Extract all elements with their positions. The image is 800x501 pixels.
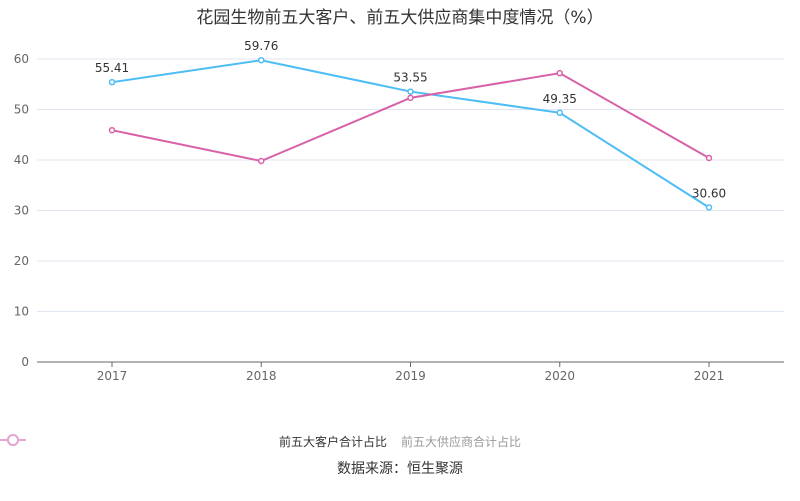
legend-marker-icon xyxy=(0,434,26,446)
series-line-2 xyxy=(111,72,710,163)
y-tick-label: 10 xyxy=(14,305,29,319)
x-tick-label: 2021 xyxy=(694,369,725,383)
y-tick-label: 20 xyxy=(14,254,29,268)
legend-item-2[interactable]: 前五大供应商合计占比 xyxy=(0,433,522,450)
x-tick-label: 2017 xyxy=(97,369,128,383)
data-label: 49.35 xyxy=(543,92,577,106)
data-point xyxy=(556,109,563,117)
legend-item-1[interactable]: 前五大客户合计占比 xyxy=(0,433,387,450)
data-point xyxy=(258,157,265,165)
data-label: 55.41 xyxy=(95,61,129,75)
data-point xyxy=(556,69,563,77)
data-label: 59.76 xyxy=(244,39,278,53)
data-source: 数据来源：恒生聚源 xyxy=(337,461,463,477)
data-point xyxy=(705,154,713,162)
y-tick-label: 30 xyxy=(14,204,29,218)
data-point xyxy=(258,56,265,64)
data-point xyxy=(407,94,414,102)
data-point xyxy=(705,204,713,211)
data-point xyxy=(108,78,116,86)
x-tick-label: 2020 xyxy=(544,369,575,383)
chart-title: 花园生物前五大客户、前五大供应商集中度情况（%） xyxy=(196,8,604,28)
data-point xyxy=(108,126,116,134)
data-label: 30.60 xyxy=(692,186,726,200)
y-tick-label: 0 xyxy=(21,355,29,369)
y-tick-label: 50 xyxy=(14,103,29,117)
legend-label: 前五大客户合计占比 xyxy=(278,435,387,449)
legend-label: 前五大供应商合计占比 xyxy=(401,435,522,449)
x-tick-label: 2018 xyxy=(246,369,277,383)
y-tick-label: 60 xyxy=(14,52,29,66)
legend: 前五大客户合计占比 前五大供应商合计占比 xyxy=(0,433,800,450)
x-tick-label: 2019 xyxy=(395,369,426,383)
data-point xyxy=(407,88,414,95)
y-tick-label: 40 xyxy=(14,153,29,167)
data-label: 53.55 xyxy=(393,71,427,85)
